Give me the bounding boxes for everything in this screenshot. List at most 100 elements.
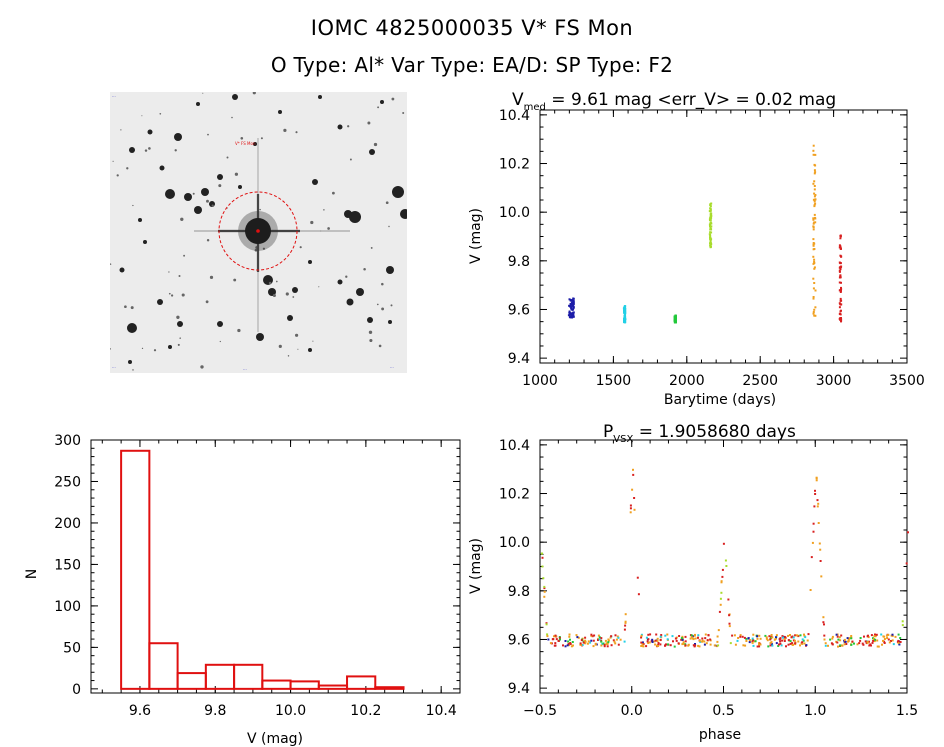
phased-point	[850, 643, 852, 646]
phased-point	[894, 635, 897, 638]
lightcurve-point	[813, 308, 816, 311]
phased-point	[640, 645, 643, 647]
phased-point	[706, 639, 709, 642]
lightcurve-point	[673, 320, 676, 323]
phased-point	[555, 635, 557, 638]
lightcurve-point	[839, 266, 842, 269]
phased-point	[580, 643, 583, 646]
phased-point	[564, 645, 567, 648]
finder-star	[201, 188, 209, 196]
phased-point	[741, 635, 744, 638]
finder-star	[183, 254, 186, 257]
finder-star	[127, 323, 137, 333]
phased-point	[559, 638, 561, 641]
phased-point	[858, 642, 861, 645]
target-marker	[256, 229, 260, 233]
lightcurve-point	[674, 315, 677, 318]
phased-point	[794, 634, 797, 637]
finder-star	[337, 279, 343, 285]
phased-point	[872, 639, 875, 642]
phased-point	[694, 643, 696, 645]
phased-point	[803, 642, 806, 645]
phased-ytick-label: 9.8	[508, 584, 530, 600]
lightcurve-point	[572, 314, 575, 317]
lightcurve-point	[812, 149, 815, 152]
phased-point	[678, 635, 681, 637]
phased-point	[615, 638, 618, 641]
phased-point	[769, 644, 772, 647]
lightcurve-point	[624, 316, 626, 319]
lightcurve-point	[623, 310, 626, 313]
phased-point	[545, 623, 548, 626]
finder-star	[262, 247, 266, 250]
phased-point	[874, 633, 876, 636]
phased-point	[843, 638, 846, 641]
phased-ytick-label: 10.2	[499, 487, 530, 503]
finder-star	[285, 292, 289, 296]
phased-point	[886, 637, 889, 639]
lightcurve-point	[840, 319, 843, 322]
lightcurve-point	[709, 236, 711, 239]
phased-xtick-label: 0.5	[712, 703, 734, 719]
phased-point	[584, 639, 587, 642]
phased-point	[866, 641, 869, 644]
lightcurve-point	[624, 320, 627, 323]
finder-star	[226, 156, 229, 159]
lightcurve-point	[839, 297, 842, 300]
page-subtitle: O Type: Al* Var Type: EA/D: SP Type: F2	[270, 53, 674, 77]
phased-point	[554, 644, 557, 647]
phased-point	[718, 610, 721, 613]
lightcurve-point	[813, 213, 816, 216]
lightcurve-point	[623, 314, 626, 317]
finder-chart-image: V* FS Mon ... ... ... ...	[110, 92, 407, 373]
phased-point	[709, 643, 712, 646]
phased-point	[870, 634, 873, 637]
lightcurve-point	[709, 223, 712, 226]
histogram-bar	[120, 449, 151, 690]
lightcurve-points	[567, 144, 843, 324]
lightcurve-point	[572, 301, 575, 304]
phased-point	[641, 641, 644, 644]
phased-point	[736, 639, 739, 642]
phased-point	[624, 621, 627, 624]
lightcurve-point	[709, 221, 712, 224]
finder-star	[130, 306, 134, 310]
lightcurve-ytick-label: 10.0	[499, 205, 530, 221]
lightcurve-point	[568, 298, 571, 301]
histogram-bar	[148, 642, 179, 690]
phased-point	[809, 589, 812, 591]
lightcurve-point	[569, 303, 572, 306]
lightcurve-point	[708, 223, 711, 226]
phased-point	[850, 637, 853, 640]
lightcurve-point	[624, 307, 627, 310]
phased-point	[692, 644, 695, 647]
phased-point	[783, 635, 786, 638]
lightcurve-point	[623, 317, 626, 320]
lightcurve-point	[674, 317, 677, 320]
phased-point	[614, 634, 617, 637]
phased-point	[660, 636, 663, 639]
lightcurve-point	[839, 245, 842, 248]
phased-point	[554, 642, 557, 645]
lightcurve-point	[710, 213, 712, 216]
phased-point	[646, 640, 649, 643]
lightcurve-point	[839, 234, 842, 237]
finder-label-bottom-right: ...	[390, 364, 394, 369]
lightcurve-point	[674, 317, 677, 320]
finder-star	[234, 172, 239, 176]
finder-star	[369, 338, 373, 343]
lightcurve-point	[571, 302, 574, 305]
phased-point	[742, 644, 745, 647]
phased-point	[824, 642, 827, 645]
finder-star	[205, 300, 209, 304]
finder-star	[110, 263, 112, 265]
phased-point	[717, 644, 720, 647]
phased-point	[555, 638, 558, 641]
phased-point	[655, 644, 658, 647]
lightcurve-point	[813, 185, 816, 187]
phased-point	[810, 556, 813, 559]
phased-point	[869, 643, 872, 646]
finder-star	[275, 280, 278, 283]
lightcurve-point	[814, 221, 817, 224]
finder-star	[376, 303, 379, 306]
